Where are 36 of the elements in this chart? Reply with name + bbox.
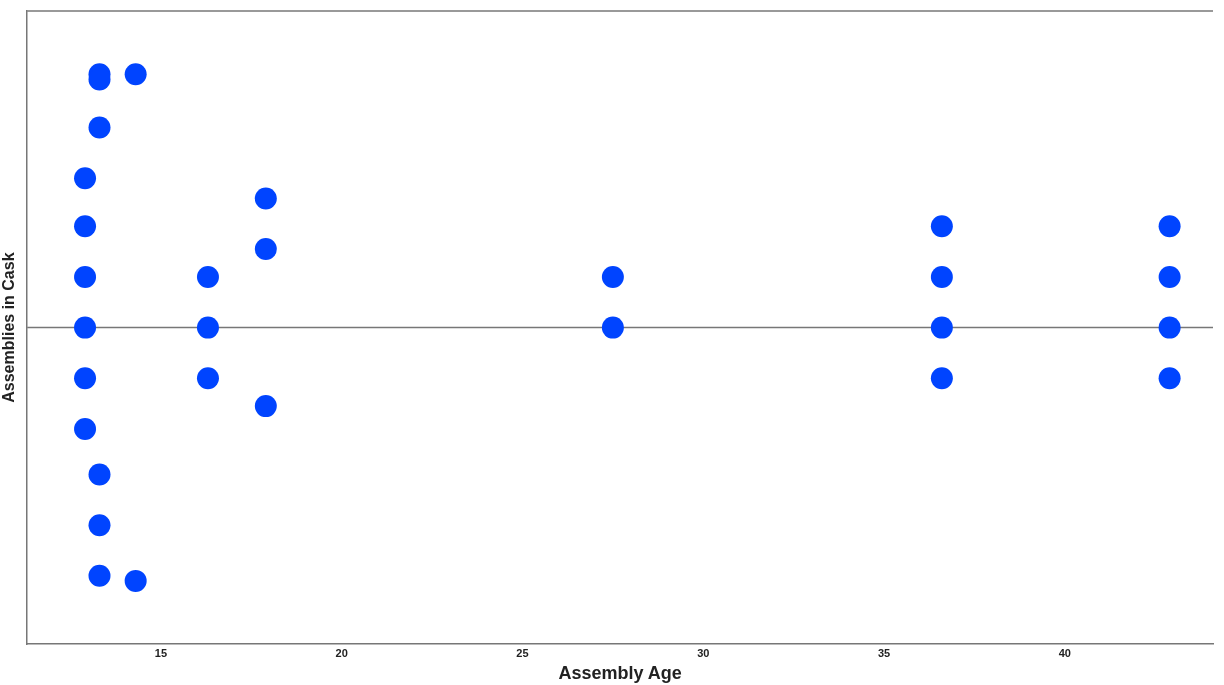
point [930,316,953,339]
point [930,265,953,288]
x-tick-label: 30 [697,646,710,659]
point [1158,367,1181,390]
point [88,564,111,587]
point [254,187,277,210]
point [88,514,111,537]
point [254,395,277,418]
x-tick-label: 20 [335,646,348,659]
point [601,316,624,339]
point [74,316,97,339]
point [196,367,219,390]
point [88,463,111,486]
point [254,238,277,261]
point [88,116,111,139]
point [930,367,953,390]
point [1158,215,1181,238]
point [196,316,219,339]
x-tick-label: 25 [516,646,529,659]
point [74,265,97,288]
point [74,367,97,390]
point [196,265,219,288]
x-tick-label: 40 [1058,646,1071,659]
point [74,417,97,440]
point [1158,265,1181,288]
point [124,63,147,86]
y-axis-title: Assemblies in Cask [0,252,18,403]
point [124,569,147,592]
x-tick-label: 35 [877,646,891,659]
point [930,215,953,238]
x-axis-title: Assembly Age [558,663,682,684]
point [1158,316,1181,339]
x-tick-label: 15 [154,646,168,659]
point [601,265,624,288]
point [74,215,97,238]
point [74,167,97,190]
